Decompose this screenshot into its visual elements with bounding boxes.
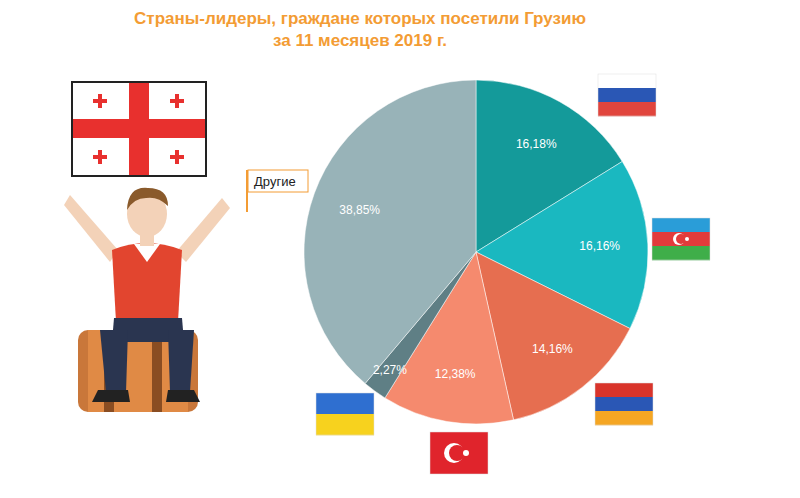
leg — [100, 330, 128, 392]
pie-slices — [304, 80, 648, 424]
flag-stripe — [595, 411, 653, 425]
flag-star — [463, 450, 469, 456]
category-text: Другие — [254, 174, 296, 189]
collar — [134, 244, 160, 262]
data-label: 38,85% — [339, 203, 380, 217]
traveller-illustration — [64, 188, 230, 412]
flag-stripe — [316, 414, 374, 435]
flag-stripe — [652, 218, 710, 232]
flag-crescent — [444, 443, 464, 463]
georgia-flag — [72, 82, 206, 176]
flag-icon — [430, 432, 488, 474]
flag-star — [685, 237, 689, 241]
flag-border — [595, 383, 653, 425]
data-label: 16,16% — [579, 239, 620, 253]
data-label: 2,27% — [373, 363, 407, 377]
flag-stripe — [316, 393, 374, 414]
flag-bg — [72, 82, 206, 176]
flag-icon — [598, 74, 656, 116]
flag-border — [430, 432, 488, 474]
flag-icon — [652, 218, 710, 260]
data-label: 14,16% — [532, 342, 573, 356]
flag-crescent — [449, 445, 465, 461]
vest — [112, 243, 182, 322]
flag-bg — [430, 432, 488, 474]
pie-slice — [304, 80, 476, 383]
category-label: Другие — [246, 170, 308, 212]
chart-canvas: 16,18% 16,16% 14,16% 12,38% 2,27% 38,85% Други… — [0, 0, 800, 498]
flag-border — [652, 218, 710, 260]
flag-small-cross — [98, 94, 102, 108]
data-label: 16,18% — [516, 137, 557, 151]
pie-labels: 16,18% 16,16% 14,16% 12,38% 2,27% 38,85% — [339, 137, 620, 381]
flag-border — [598, 74, 656, 116]
suitcase-strap — [152, 330, 162, 412]
flag-cross — [73, 119, 205, 138]
data-label: 12,38% — [435, 367, 476, 381]
flag-stripe — [598, 74, 656, 88]
flag-stripe — [595, 383, 653, 397]
leg — [168, 330, 194, 392]
flag-stripe — [652, 246, 710, 260]
flag-small-cross — [98, 150, 102, 164]
flag-stripe — [595, 397, 653, 411]
flag-small-cross — [175, 94, 179, 108]
flag-small-cross — [175, 150, 179, 164]
shoe — [166, 390, 200, 402]
flag-border — [316, 393, 374, 435]
hair — [127, 188, 168, 210]
flag-stripe — [598, 88, 656, 102]
shoe — [92, 390, 130, 402]
label-box — [248, 170, 308, 192]
chart-title: Страны-лидеры, граждане которых посетили… — [0, 8, 720, 52]
flag-icon — [595, 383, 653, 425]
flag-crescent — [676, 234, 686, 244]
flag-stripe — [598, 102, 656, 116]
flag-icon — [316, 393, 374, 435]
arm — [176, 198, 230, 262]
arm — [64, 195, 118, 262]
flag-crescent — [673, 233, 685, 245]
flag-stripe — [652, 232, 710, 246]
